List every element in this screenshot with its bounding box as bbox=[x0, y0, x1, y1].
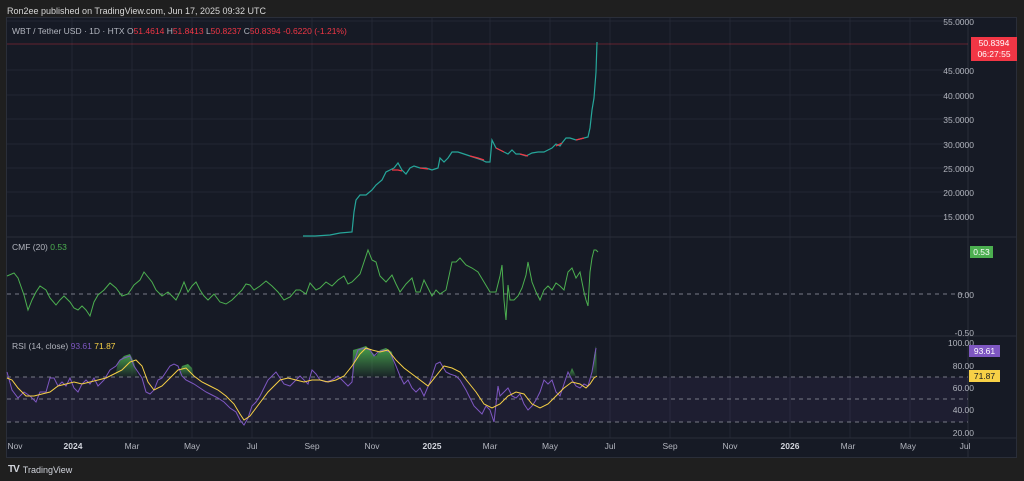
cmf-value: 0.53 bbox=[50, 242, 67, 252]
time-tick: Jul bbox=[604, 441, 616, 451]
tradingview-logo[interactable]: TV TradingView bbox=[8, 464, 72, 475]
price-tick: 45.0000 bbox=[943, 66, 974, 76]
rsi-ma-series bbox=[6, 347, 598, 421]
rsi-tick: 40.00 bbox=[952, 405, 974, 415]
rsi-tick: 100.00 bbox=[948, 338, 974, 348]
time-tick: Mar bbox=[124, 441, 140, 451]
close-value: 50.8394 bbox=[249, 26, 281, 36]
tradingview-logo-icon: TV bbox=[8, 464, 20, 475]
price-tick: 25.0000 bbox=[943, 164, 974, 174]
time-tick: Mar bbox=[840, 441, 856, 451]
time-tick: 2025 bbox=[422, 441, 442, 451]
price-tick: 55.0000 bbox=[943, 17, 974, 27]
time-tick: 2026 bbox=[780, 441, 800, 451]
time-tick: Sep bbox=[304, 441, 320, 451]
rsi-tick: 60.00 bbox=[952, 383, 974, 393]
time-tick: Jul bbox=[246, 441, 258, 451]
open-value: 51.4614 bbox=[133, 26, 165, 36]
rsi-ma-value: 71.87 bbox=[94, 341, 116, 351]
publisher-caption: Ron2ee published on TradingView.com, Jun… bbox=[7, 6, 267, 16]
cmf-tick: 0.00 bbox=[957, 290, 974, 300]
change-value: -0.6220 (-1.21%) bbox=[283, 26, 347, 36]
cmf-legend[interactable]: CMF (20) 0.53 bbox=[12, 242, 67, 252]
last-price-tag: 50.8394 06:27:55 bbox=[971, 37, 1017, 61]
price-tick: 15.0000 bbox=[943, 212, 974, 222]
price-tick: 40.0000 bbox=[943, 91, 974, 101]
price-tick: 30.0000 bbox=[943, 140, 974, 150]
rsi-tick: 80.00 bbox=[952, 361, 974, 371]
time-tick: Mar bbox=[482, 441, 498, 451]
high-value: 51.8413 bbox=[172, 26, 204, 36]
cmf-value-badge: 0.53 bbox=[970, 246, 993, 258]
rsi-ma-badge: 71.87 bbox=[969, 370, 1000, 382]
rsi-value: 93.61 bbox=[70, 341, 92, 351]
last-price: 50.8394 bbox=[978, 38, 1010, 48]
rsi-series bbox=[6, 347, 597, 426]
price-tick: 20.0000 bbox=[943, 188, 974, 198]
price-series bbox=[303, 41, 598, 237]
time-tick: May bbox=[183, 441, 201, 451]
symbol-name: WBT / Tether USD · 1D · HTX bbox=[12, 26, 125, 36]
symbol-legend: WBT / Tether USD · 1D · HTX O51.4614 H51… bbox=[12, 26, 347, 36]
rsi-value-badge: 93.61 bbox=[969, 345, 1000, 357]
rsi-legend[interactable]: RSI (14, close) 93.61 71.87 bbox=[12, 341, 116, 351]
time-tick: Nov bbox=[364, 441, 380, 451]
tradingview-logo-text: TradingView bbox=[22, 464, 73, 475]
rsi-tick: 20.00 bbox=[952, 428, 974, 438]
time-tick: Nov bbox=[7, 441, 23, 451]
time-tick: Sep bbox=[662, 441, 678, 451]
time-tick: Nov bbox=[722, 441, 738, 451]
rsi-label: RSI (14, close) bbox=[12, 341, 69, 351]
low-value: 50.8237 bbox=[210, 26, 242, 36]
cmf-series bbox=[6, 248, 599, 321]
price-tick: 35.0000 bbox=[943, 115, 974, 125]
time-tick: May bbox=[899, 441, 917, 451]
cmf-tick: -0.50 bbox=[954, 328, 974, 338]
time-tick: May bbox=[541, 441, 559, 451]
time-tick: 2024 bbox=[63, 441, 83, 451]
time-tick: Jul bbox=[959, 441, 971, 451]
bar-countdown: 06:27:55 bbox=[977, 49, 1011, 59]
cmf-label: CMF (20) bbox=[12, 242, 48, 252]
